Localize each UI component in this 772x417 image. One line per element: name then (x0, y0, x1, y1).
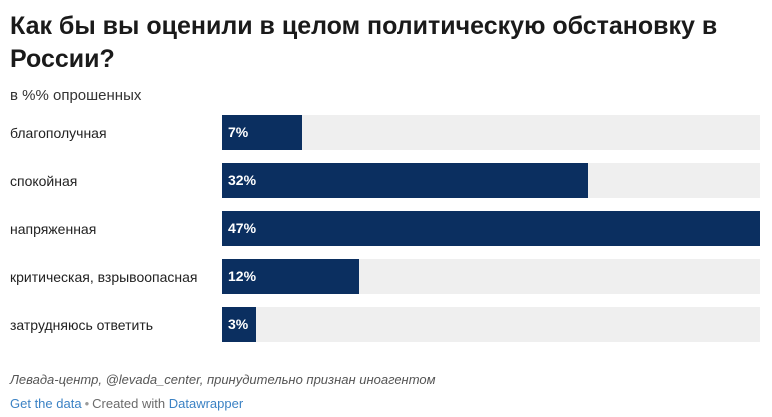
bar-row: спокойная 32% (10, 163, 760, 198)
source-note: Левада-центр, @levada_center, принудител… (10, 372, 436, 387)
bar-row: затрудняюсь ответить 3% (10, 307, 760, 342)
bar-track: 7% (222, 115, 760, 150)
bar-row: напряженная 47% (10, 211, 760, 246)
category-label: спокойная (10, 172, 78, 189)
bar (222, 211, 760, 246)
bar (222, 307, 256, 342)
bar-track: 47% (222, 211, 760, 246)
footer: Get the data • Created with Datawrapper (10, 396, 243, 412)
bar (222, 163, 588, 198)
bar-track: 32% (222, 163, 760, 198)
bar-chart: благополучная 7% спокойная 32% напряженная 47… (10, 115, 760, 342)
datawrapper-link[interactable]: Datawrapper (168, 396, 244, 411)
created-with-text: Created with (92, 396, 166, 411)
category-label: напряженная (10, 220, 97, 237)
bar (222, 259, 359, 294)
category-label: затрудняюсь ответить (10, 316, 154, 333)
bar-row: критическая, взрывоопасная 12% (10, 259, 760, 294)
chart-subtitle: в %% опрошенных (10, 87, 142, 104)
bar (222, 115, 302, 150)
bar-track: 3% (222, 307, 760, 342)
bar-value-label: 7% (228, 124, 249, 140)
category-label: критическая, взрывоопасная (10, 268, 198, 285)
bar-track: 12% (222, 259, 760, 294)
get-data-link[interactable]: Get the data (10, 396, 82, 411)
footer-separator: • (84, 396, 90, 411)
bar-value-label: 12% (228, 268, 257, 284)
bar-value-label: 3% (228, 316, 249, 332)
chart-title: Как бы вы оценили в целом политическую о… (10, 12, 718, 73)
bar-value-label: 32% (228, 172, 257, 188)
bar-row: благополучная 7% (10, 115, 760, 150)
category-label: благополучная (10, 124, 107, 141)
bar-value-label: 47% (228, 220, 257, 236)
